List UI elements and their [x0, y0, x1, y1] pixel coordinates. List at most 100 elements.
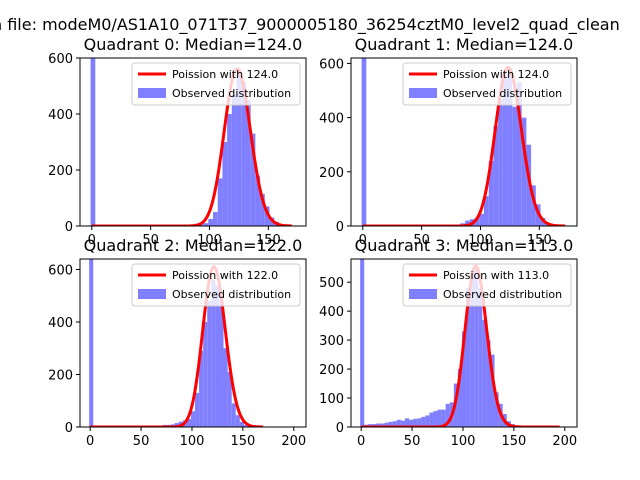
quadrant-0-legend-observed-label: Observed distribution — [172, 87, 291, 100]
quadrant-3-histogram-bar — [470, 276, 475, 427]
quadrant-3-histogram-bar — [421, 416, 426, 427]
quadrant-0-histogram-bar — [245, 100, 251, 226]
quadrant-0-legend-box — [131, 62, 301, 106]
quadrant-2-histogram-bar — [235, 415, 240, 427]
quadrant-1-title: Quadrant 1: Median=124.0 — [355, 35, 574, 54]
quadrant-3-histogram-bar — [360, 259, 365, 427]
quadrant-3-histogram-bar — [380, 423, 385, 427]
quadrant-0-title: Quadrant 0: Median=124.0 — [84, 35, 303, 54]
quadrant-0-histogram-bar — [203, 223, 209, 226]
quadrant-3-histogram-bar — [413, 418, 418, 427]
quadrant-0-y-tick-label: 400 — [48, 108, 73, 123]
quadrant-0-x-tick-label: 100 — [197, 233, 222, 248]
quadrant-1-x-tick-label: 50 — [413, 233, 430, 248]
quadrant-1-histogram-bar — [507, 67, 513, 226]
quadrant-3-histogram-bar — [433, 411, 438, 427]
quadrant-2-title: Quadrant 2: Median=122.0 — [84, 236, 303, 255]
quadrant-3-y-tick-label: 0 — [336, 421, 344, 436]
quadrant-0-x-tick-label: 50 — [142, 233, 159, 248]
quadrant-1-panel: 0 50 100 150 0 200 400 600 Quadrant 1: Median=12… — [319, 35, 578, 248]
quadrant-0-histogram-bar — [208, 219, 214, 226]
quadrant-1-histogram-bar — [498, 98, 503, 226]
quadrant-0-histogram-bar — [236, 69, 242, 226]
quadrant-0-histogram-bar — [227, 114, 232, 226]
quadrant-2-histogram-bar — [89, 259, 94, 427]
quadrant-2-axes-frame — [79, 258, 307, 428]
quadrant-3-histogram-bar — [392, 421, 397, 427]
quadrant-1-x-tick-label: 100 — [468, 233, 493, 248]
quadrant-3-histogram-bar — [409, 419, 414, 427]
quadrant-0-y-tick-label: 0 — [65, 220, 73, 235]
quadrant-3-y-tick-label: 500 — [319, 276, 344, 291]
quadrant-0-histogram-bar — [255, 175, 261, 226]
quadrant-3-axes-frame — [350, 258, 578, 428]
quadrant-3-histogram-bar — [376, 423, 381, 427]
quadrant-3-title: Quadrant 3: Median=113.0 — [355, 236, 574, 255]
quadrant-0-histogram-bar — [222, 142, 228, 226]
quadrant-2-histogram-bar — [219, 303, 224, 427]
quadrant-3-histogram-bar — [388, 421, 393, 427]
quadrant-1-histogram-bar — [526, 144, 532, 226]
quadrant-1-histogram-bar — [531, 185, 536, 226]
quadrant-3-histogram-bar — [384, 422, 389, 427]
quadrant-2-panel: 0 50 100 150 200 0 200 400 600 Quadrant 2: Median… — [48, 236, 307, 449]
quadrant-3-histogram-bar — [417, 418, 422, 427]
quadrant-3-histogram-bar — [404, 418, 410, 427]
quadrant-1-legend-observed-swatch — [409, 88, 437, 98]
quadrant-3-histogram-bar — [486, 340, 491, 427]
quadrant-0-y-tick-label: 600 — [48, 52, 73, 67]
quadrant-3-histogram-bar — [437, 409, 442, 427]
quadrant-1-histogram-bar — [484, 196, 489, 226]
quadrant-0-histogram-bar — [198, 224, 204, 226]
quadrant-2-histogram-bar — [231, 403, 236, 427]
quadrant-2-x-tick-label: 200 — [281, 434, 306, 449]
quadrant-1-x-tick-label: 150 — [527, 233, 552, 248]
quadrant-0-histogram-bar — [250, 133, 256, 226]
quadrant-2-histogram-bar — [203, 322, 208, 427]
quadrant-3-legend-box — [402, 263, 572, 307]
quadrant-2-histogram-bar — [199, 350, 204, 427]
quadrant-0-x-tick-label: 150 — [256, 233, 281, 248]
quadrant-1-axes-frame — [350, 57, 578, 227]
quadrant-1-histogram-bar — [512, 106, 517, 226]
quadrant-3-histogram-bar — [441, 409, 446, 427]
quadrant-0-histogram-bar — [90, 58, 96, 226]
quadrant-2-histogram-bar — [207, 301, 212, 427]
quadrant-3-histogram-bar — [461, 331, 467, 427]
quadrant-3-histogram-bar — [482, 319, 487, 427]
quadrant-0-histogram-bar — [241, 81, 246, 226]
quadrant-1-histogram-bar — [361, 58, 367, 226]
quadrant-3-histogram-bar — [478, 287, 483, 427]
quadrant-1-legend-observed-label: Observed distribution — [443, 87, 562, 100]
quadrant-2-histogram-bar — [239, 421, 244, 427]
quadrant-2-legend-box — [131, 263, 301, 307]
quadrant-3-legend-poisson-label: Poission with 113.0 — [443, 269, 549, 282]
quadrant-1-y-tick-label: 400 — [319, 112, 344, 127]
quadrant-1-x-tick-label: 0 — [359, 233, 367, 248]
quadrant-1-y-tick-label: 600 — [319, 57, 344, 72]
quadrant-3-x-tick-label: 50 — [404, 434, 421, 449]
quadrant-2-legend-observed-label: Observed distribution — [172, 288, 291, 301]
quadrant-2-x-tick-label: 150 — [230, 434, 255, 449]
quadrant-3-y-tick-label: 200 — [319, 363, 344, 378]
quadrant-1-histogram-bar — [488, 160, 494, 226]
quadrant-1-histogram-bar — [479, 213, 485, 226]
quadrant-0-y-tick-label: 200 — [48, 164, 73, 179]
quadrant-3-legend-observed-swatch — [409, 289, 437, 299]
quadrant-3-histogram-bar — [474, 269, 479, 427]
quadrant-2-histogram-bar — [195, 392, 200, 427]
quadrant-0-x-tick-label: 0 — [88, 233, 96, 248]
quadrant-1-histogram-bar — [465, 220, 470, 226]
quadrant-2-y-tick-label: 600 — [48, 264, 73, 279]
quadrant-3-y-tick-label: 300 — [319, 334, 344, 349]
quadrant-3-histogram-bar — [429, 412, 434, 427]
quadrant-2-histogram-bar — [227, 371, 232, 427]
quadrant-0-histogram-bar — [260, 193, 265, 226]
quadrant-1-legend-box — [402, 62, 572, 106]
quadrant-3-x-tick-label: 150 — [501, 434, 526, 449]
quadrant-3-histogram-bar — [490, 354, 495, 427]
quadrant-2-legend-poisson-label: Poission with 122.0 — [172, 269, 278, 282]
quadrant-2-histogram-bar — [243, 424, 248, 427]
quadrant-3-histogram-bar — [400, 420, 405, 427]
